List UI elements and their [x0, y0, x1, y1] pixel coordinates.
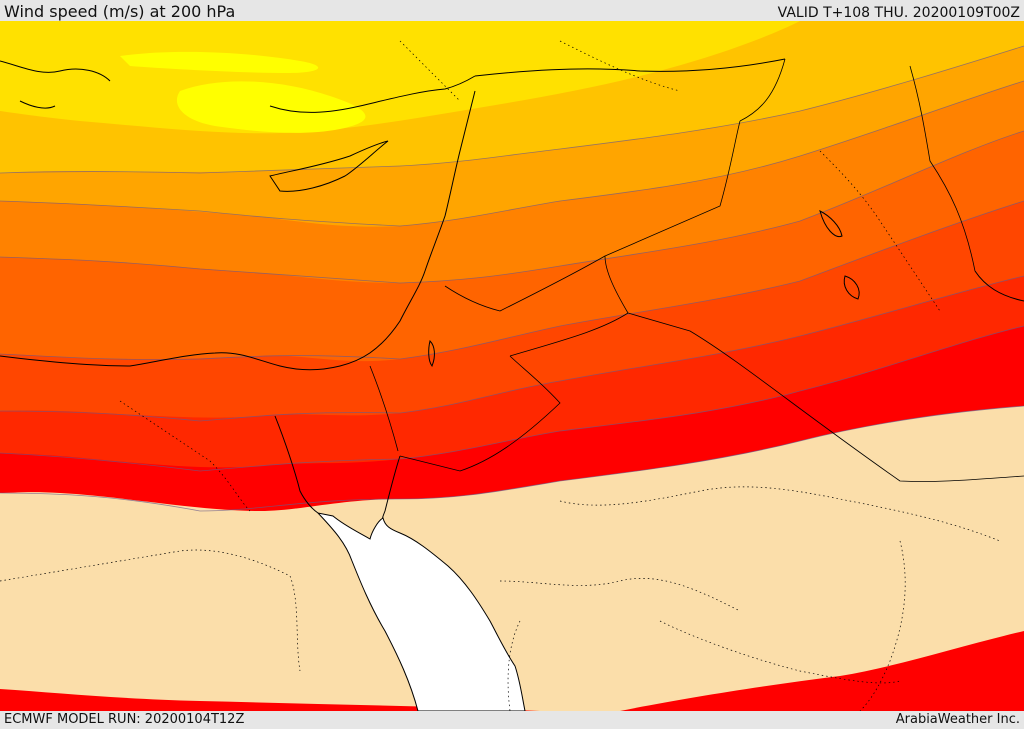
red-sea — [316, 512, 526, 711]
footer-bar: ECMWF MODEL RUN: 20200104T12Z ArabiaWeat… — [0, 711, 1024, 729]
southeast-wind-band — [620, 631, 1024, 711]
country-borders — [369, 58, 1024, 482]
map-title: Wind speed (m/s) at 200 hPa — [4, 2, 236, 21]
south-wind-band — [0, 689, 540, 711]
model-run-label: ECMWF MODEL RUN: 20200104T12Z — [4, 712, 245, 727]
wind-speed-map — [0, 21, 1024, 711]
wind-band-1-north — [120, 51, 319, 73]
contour-lines — [0, 45, 1024, 512]
valid-time-label: VALID T+108 THU. 20200109T00Z — [777, 5, 1020, 21]
coastlines — [0, 58, 1024, 519]
internal-borders — [0, 40, 1001, 711]
header-bar: Wind speed (m/s) at 200 hPa VALID T+108 … — [0, 0, 1024, 21]
wind-band-1 — [176, 81, 366, 133]
credit-label: ArabiaWeather Inc. — [895, 712, 1020, 727]
